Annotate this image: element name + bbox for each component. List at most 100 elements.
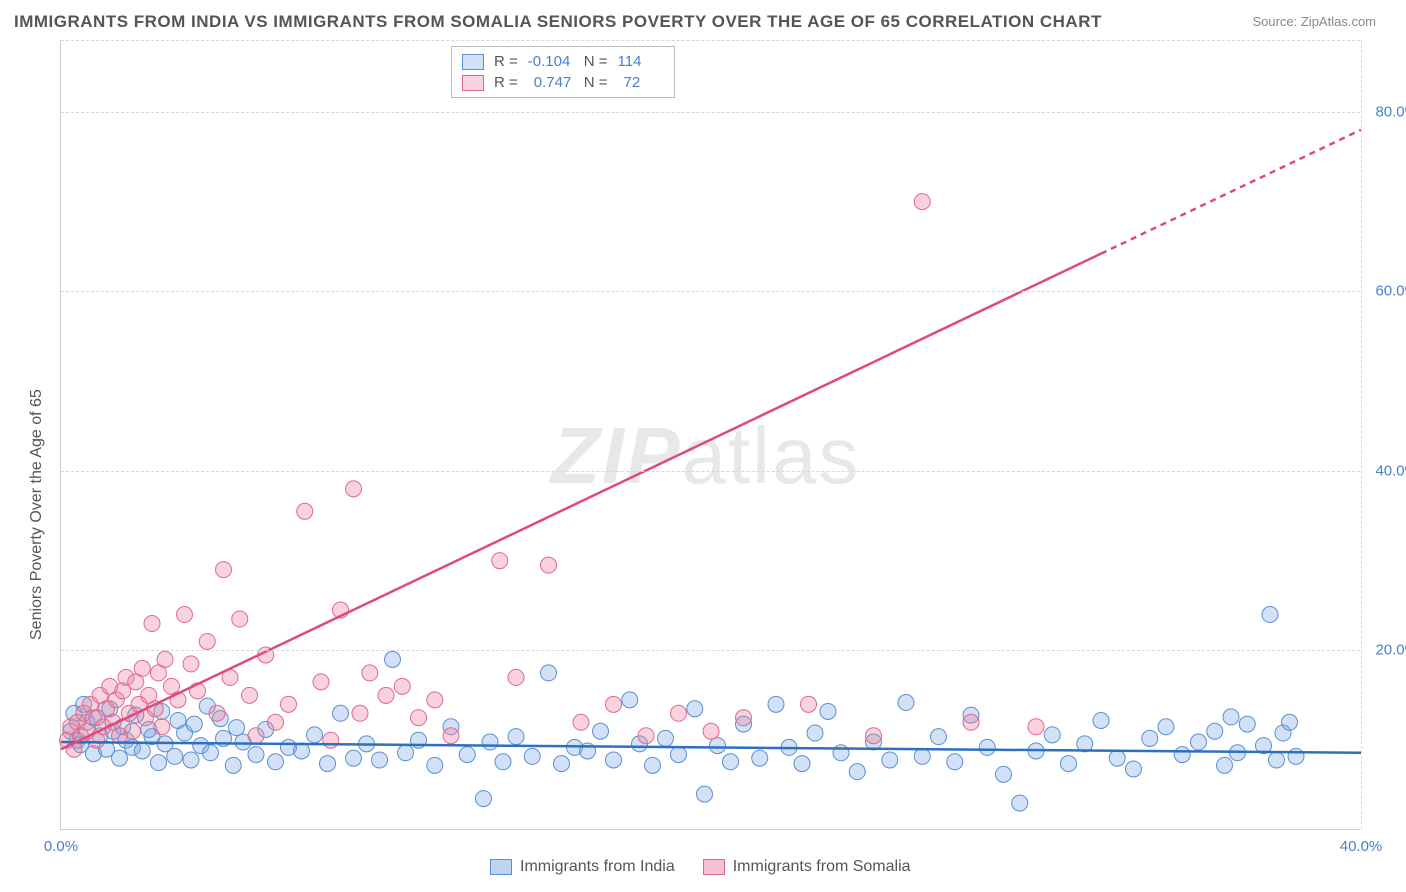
scatter-point xyxy=(177,607,193,623)
scatter-point xyxy=(914,748,930,764)
scatter-point xyxy=(1288,748,1304,764)
scatter-point xyxy=(554,756,570,772)
scatter-point xyxy=(268,714,284,730)
scatter-point xyxy=(671,747,687,763)
trendline xyxy=(61,254,1101,750)
scatter-point xyxy=(346,481,362,497)
scatter-point xyxy=(225,757,241,773)
r-label: R = xyxy=(494,74,518,91)
scatter-point xyxy=(979,739,995,755)
scatter-point xyxy=(394,678,410,694)
scatter-point xyxy=(645,757,661,773)
scatter-point xyxy=(1044,727,1060,743)
scatter-point xyxy=(372,752,388,768)
scatter-point xyxy=(378,687,394,703)
scatter-point xyxy=(931,729,947,745)
chart-svg xyxy=(61,40,1360,829)
y-axis-label: Seniors Poverty Over the Age of 65 xyxy=(28,389,46,640)
scatter-point xyxy=(125,723,141,739)
scatter-point xyxy=(736,710,752,726)
scatter-point xyxy=(1061,756,1077,772)
scatter-point xyxy=(203,745,219,761)
r-label: R = xyxy=(494,53,518,70)
legend-item-somalia: Immigrants from Somalia xyxy=(703,858,911,876)
gridline-h xyxy=(61,40,1360,41)
swatch-somalia-bottom xyxy=(703,859,725,875)
legend-label-india: Immigrants from India xyxy=(520,858,675,876)
scatter-point xyxy=(242,687,258,703)
scatter-point xyxy=(820,704,836,720)
scatter-point xyxy=(313,674,329,690)
gridline-h xyxy=(61,471,1360,472)
scatter-point xyxy=(209,705,225,721)
ytick-label: 40.0% xyxy=(1368,462,1406,479)
scatter-point xyxy=(186,716,202,732)
scatter-point xyxy=(492,553,508,569)
series-legend: Immigrants from India Immigrants from So… xyxy=(490,858,911,876)
scatter-point xyxy=(1093,712,1109,728)
n-value-somalia: 72 xyxy=(618,74,664,91)
swatch-india-bottom xyxy=(490,859,512,875)
scatter-point xyxy=(307,727,323,743)
scatter-point xyxy=(593,723,609,739)
scatter-point xyxy=(996,766,1012,782)
scatter-point xyxy=(671,705,687,721)
scatter-point xyxy=(1142,730,1158,746)
correlation-legend: R = -0.104 N = 114 R = 0.747 N = 72 xyxy=(451,46,675,98)
scatter-point xyxy=(963,714,979,730)
scatter-point xyxy=(134,743,150,759)
scatter-point xyxy=(1282,714,1298,730)
scatter-point xyxy=(849,764,865,780)
scatter-point xyxy=(882,752,898,768)
n-label: N = xyxy=(584,53,608,70)
scatter-point xyxy=(232,611,248,627)
scatter-point xyxy=(183,656,199,672)
scatter-point xyxy=(1239,716,1255,732)
scatter-point xyxy=(768,696,784,712)
scatter-point xyxy=(541,557,557,573)
ytick-label: 60.0% xyxy=(1368,283,1406,300)
scatter-point xyxy=(294,743,310,759)
swatch-india xyxy=(462,54,484,70)
legend-item-india: Immigrants from India xyxy=(490,858,675,876)
scatter-point xyxy=(508,729,524,745)
scatter-point xyxy=(1012,795,1028,811)
scatter-point xyxy=(144,616,160,632)
ytick-label: 80.0% xyxy=(1368,103,1406,120)
scatter-point xyxy=(622,692,638,708)
legend-label-somalia: Immigrants from Somalia xyxy=(733,858,911,876)
gridline-h xyxy=(61,291,1360,292)
scatter-point xyxy=(495,754,511,770)
scatter-point xyxy=(248,728,264,744)
scatter-point xyxy=(427,757,443,773)
scatter-point xyxy=(1223,709,1239,725)
scatter-point xyxy=(1109,750,1125,766)
scatter-point xyxy=(794,756,810,772)
scatter-point xyxy=(411,710,427,726)
scatter-point xyxy=(320,756,336,772)
scatter-point xyxy=(807,725,823,741)
swatch-somalia xyxy=(462,75,484,91)
scatter-point xyxy=(459,747,475,763)
xtick-label: 0.0% xyxy=(44,838,78,855)
scatter-point xyxy=(723,754,739,770)
scatter-point xyxy=(281,696,297,712)
scatter-point xyxy=(658,730,674,746)
scatter-point xyxy=(248,747,264,763)
scatter-point xyxy=(541,665,557,681)
scatter-point xyxy=(398,745,414,761)
scatter-point xyxy=(606,696,622,712)
scatter-point xyxy=(1217,757,1233,773)
scatter-point xyxy=(573,714,589,730)
scatter-point xyxy=(443,728,459,744)
scatter-point xyxy=(427,692,443,708)
scatter-point xyxy=(710,738,726,754)
scatter-point xyxy=(157,651,173,667)
correlation-row-somalia: R = 0.747 N = 72 xyxy=(462,72,664,93)
gridline-h xyxy=(61,112,1360,113)
ytick-label: 20.0% xyxy=(1368,642,1406,659)
scatter-point xyxy=(1174,747,1190,763)
scatter-point xyxy=(151,755,167,771)
chart-title: IMMIGRANTS FROM INDIA VS IMMIGRANTS FROM… xyxy=(14,12,1102,32)
r-value-somalia: 0.747 xyxy=(528,74,574,91)
